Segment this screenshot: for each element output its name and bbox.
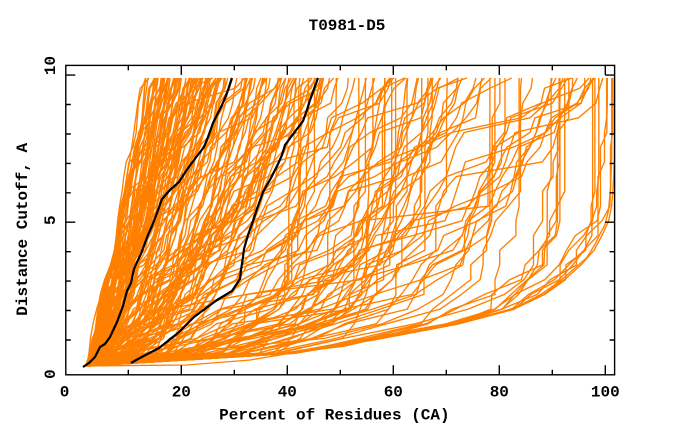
- svg-text:T0981-D5: T0981-D5: [309, 17, 386, 35]
- svg-text:Percent of Residues (CA): Percent of Residues (CA): [219, 407, 449, 425]
- svg-text:5: 5: [42, 215, 60, 225]
- svg-text:0: 0: [42, 369, 60, 379]
- svg-text:100: 100: [591, 383, 620, 401]
- svg-text:0: 0: [60, 383, 70, 401]
- svg-text:40: 40: [278, 383, 297, 401]
- svg-text:60: 60: [384, 383, 403, 401]
- svg-text:20: 20: [172, 383, 191, 401]
- svg-text:80: 80: [490, 383, 509, 401]
- svg-text:Distance Cutoff, A: Distance Cutoff, A: [14, 142, 32, 315]
- svg-text:10: 10: [42, 56, 60, 75]
